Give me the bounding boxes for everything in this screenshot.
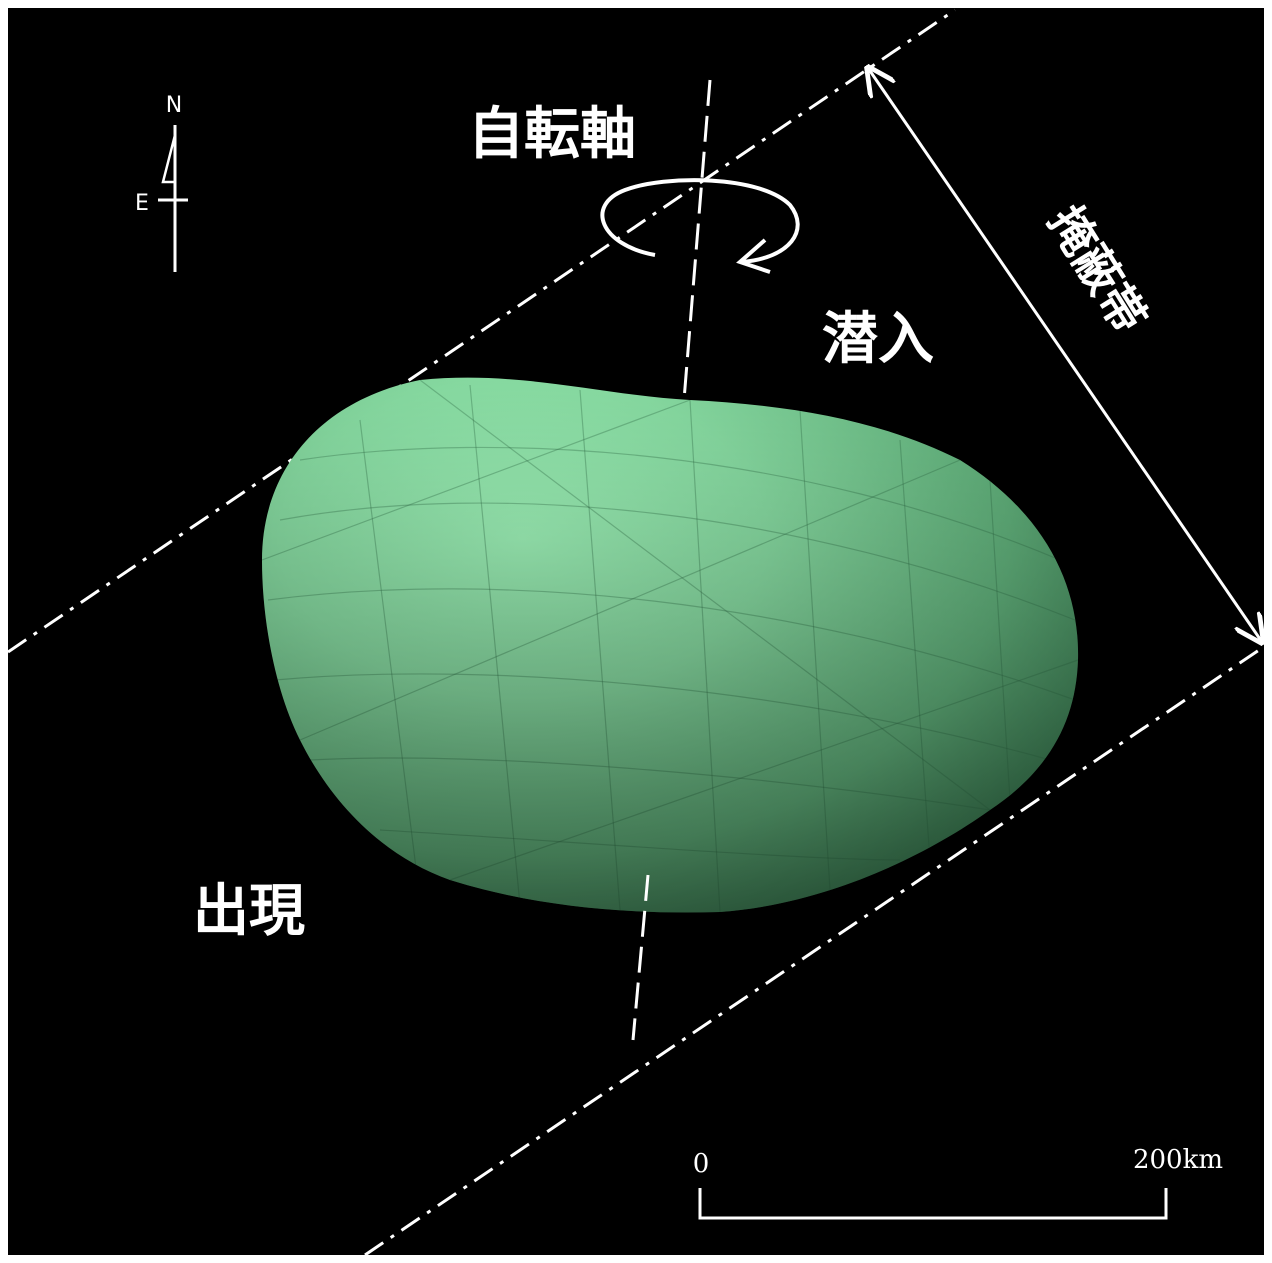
compass-east-label: E bbox=[135, 191, 149, 216]
rotation-arrow-icon bbox=[600, 178, 800, 264]
diagram-frame: N E 自転軸 潜入 出現 掩蔽帯 0 200km bbox=[8, 8, 1264, 1255]
rotation-axis-lower bbox=[631, 874, 650, 1041]
asteroid-occultation-diagram: N E 自転軸 潜入 出現 掩蔽帯 0 200km bbox=[8, 8, 1264, 1255]
occultation-band-label: 掩蔽帯 bbox=[1038, 197, 1157, 343]
scale-start-label: 0 bbox=[693, 1149, 710, 1179]
compass-north-label: N bbox=[166, 93, 182, 118]
scale-end-label: 200km bbox=[1133, 1145, 1223, 1175]
rotation-axis-label: 自転軸 bbox=[468, 102, 636, 167]
scale-bar: 0 200km bbox=[693, 1145, 1223, 1220]
band-upper-line bbox=[8, 8, 956, 654]
reappearance-label: 出現 bbox=[193, 879, 305, 944]
rotation-arrowhead bbox=[736, 238, 771, 274]
band-lower-line bbox=[364, 646, 1263, 1255]
asteroid-body bbox=[262, 377, 1079, 913]
disappearance-label: 潜入 bbox=[822, 307, 934, 372]
rotation-axis-upper bbox=[682, 79, 712, 401]
band-width-arrow bbox=[868, 68, 1262, 642]
compass-icon: N E bbox=[135, 93, 188, 272]
